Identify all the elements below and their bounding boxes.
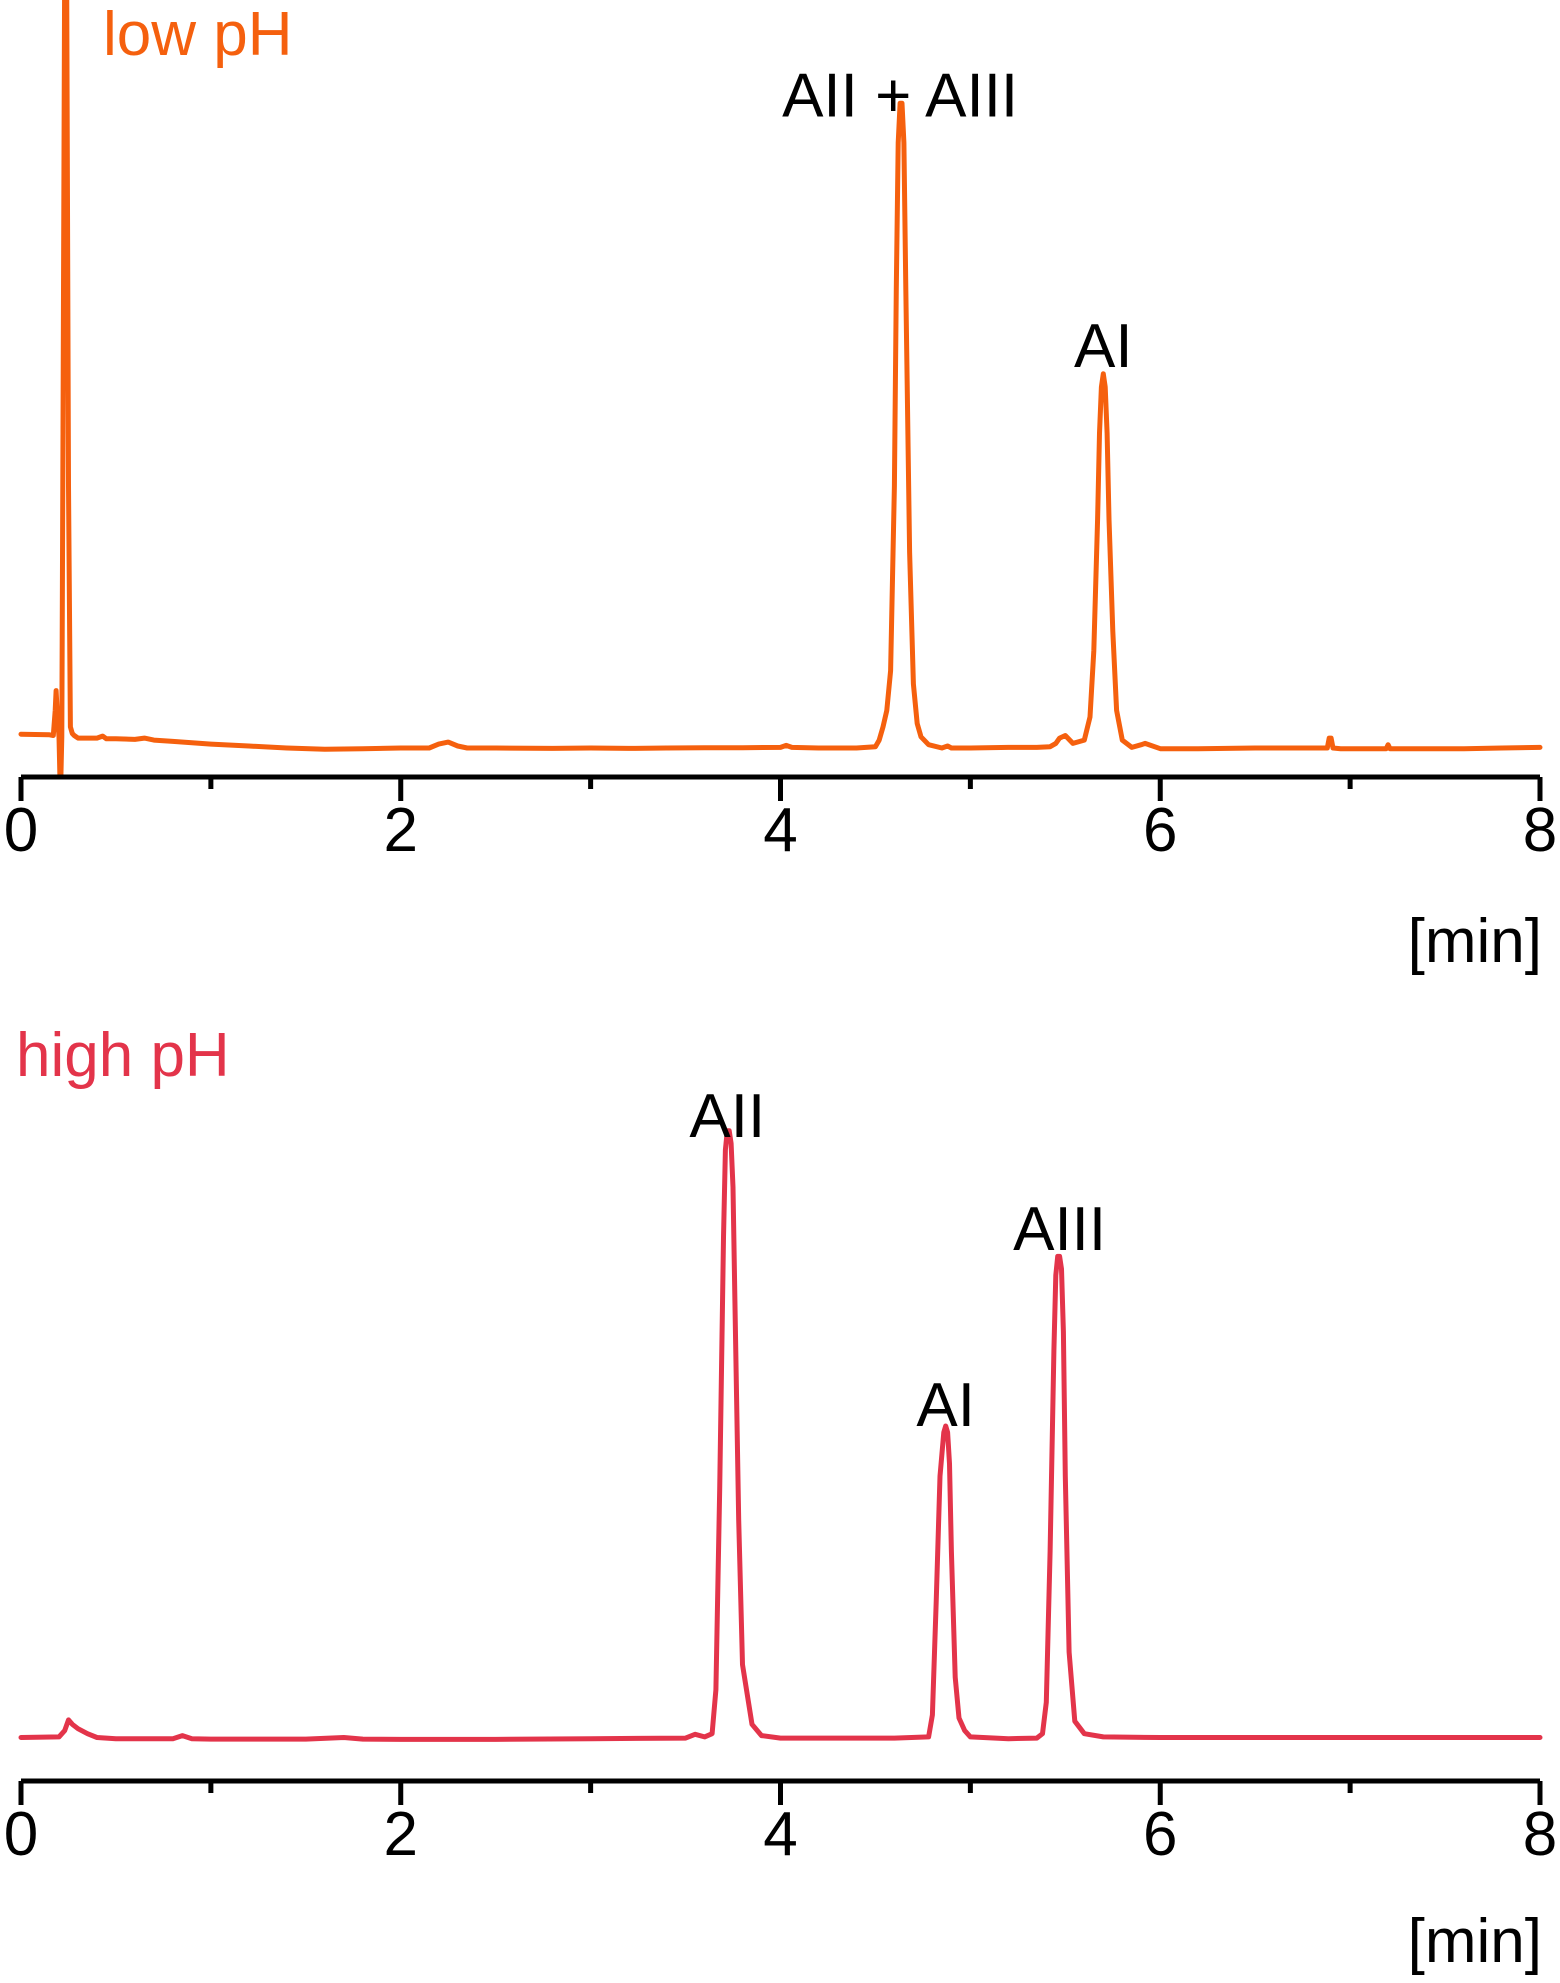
high-ph-chromatogram-panel: high pH 0 2 4 6 8 AII AI AIII [min]: [4, 1021, 1557, 1976]
low-ph-x-tick-label-4: 4: [763, 796, 797, 865]
low-ph-panel-title: low pH: [103, 0, 293, 69]
low-ph-x-tick-label-0: 0: [4, 796, 38, 865]
low-ph-chromatogram-panel: low pH 0 2 4 6 8 AII + AIII AI [min]: [4, 0, 1557, 976]
high-ph-peak-label-0: AII: [689, 1082, 765, 1151]
high-ph-chromatogram-trace-0: [18, 1128, 1543, 1742]
low-ph-x-tick-label-8: 8: [1523, 796, 1557, 865]
low-ph-chromatogram-trace-0: [18, 0, 1543, 777]
high-ph-x-tick-label-2: 2: [384, 1800, 418, 1869]
low-ph-x-tick-label-2: 2: [384, 796, 418, 865]
high-ph-x-tick-label-4: 4: [763, 1800, 797, 1869]
low-ph-x-tick-label-6: 6: [1143, 796, 1177, 865]
high-ph-x-tick-label-8: 8: [1523, 1800, 1557, 1869]
high-ph-peak-label-2: AIII: [1013, 1195, 1106, 1264]
high-ph-peak-label-1: AI: [916, 1371, 975, 1440]
low-ph-peak-label-1: AI: [1074, 312, 1133, 381]
high-ph-x-axis-unit-label: [min]: [1408, 1907, 1542, 1976]
high-ph-x-tick-label-0: 0: [4, 1800, 38, 1869]
high-ph-panel-title: high pH: [16, 1021, 230, 1090]
low-ph-peak-label-0: AII + AIII: [782, 61, 1018, 130]
high-ph-x-tick-label-6: 6: [1143, 1800, 1177, 1869]
low-ph-x-axis-unit-label: [min]: [1408, 907, 1542, 976]
